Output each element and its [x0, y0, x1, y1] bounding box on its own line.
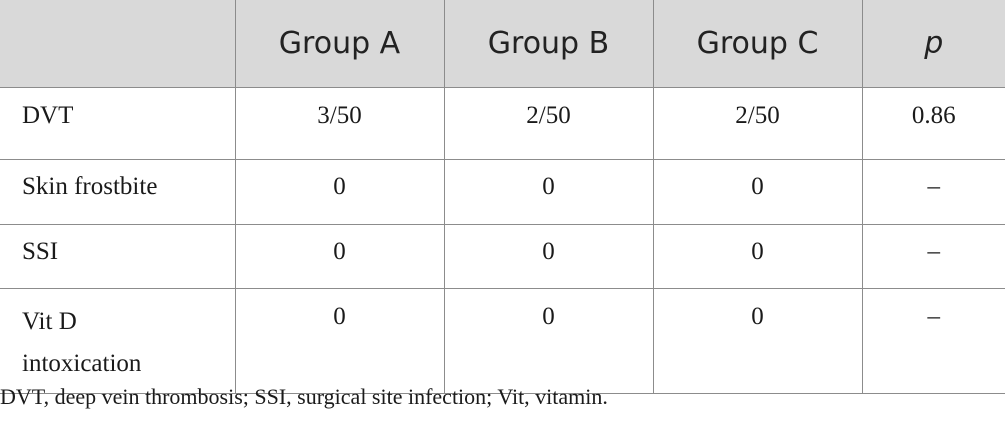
row-label-line-2: intoxication [22, 349, 142, 377]
cell-group-a: 0 [234, 223, 444, 288]
cell-group-a: 3/50 [234, 86, 444, 159]
cell-group-c: 0 [652, 158, 862, 224]
cell-group-c: 2/50 [652, 86, 862, 159]
cell-group-c: 0 [652, 223, 862, 288]
table-row: Vit D intoxication 0 0 0 – [0, 287, 1005, 394]
results-table-container: Group A Group B Group C p DVT 3/50 2/50 … [0, 0, 1005, 394]
table-footnote: DVT, deep vein thrombosis; SSI, surgical… [0, 384, 608, 409]
row-label: Skin frostbite [0, 158, 235, 224]
cell-group-c: 0 [652, 287, 862, 394]
header-group-c: Group C [652, 0, 862, 87]
cell-p-value: – [861, 158, 1005, 224]
cell-p-value: 0.86 [861, 86, 1005, 159]
header-group-b: Group B [443, 0, 653, 87]
row-label-line-1: Vit D [22, 307, 77, 335]
cell-group-a: 0 [234, 287, 444, 394]
row-label: Vit D intoxication [0, 287, 235, 394]
cell-group-b: 0 [443, 287, 653, 394]
cell-group-b: 0 [443, 158, 653, 224]
table-row: DVT 3/50 2/50 2/50 0.86 [0, 86, 1005, 159]
header-empty-cell [0, 0, 235, 87]
cell-group-a: 0 [234, 158, 444, 224]
row-label: SSI [0, 223, 235, 288]
header-p-value: p [861, 0, 1005, 87]
header-group-a: Group A [234, 0, 444, 87]
cell-p-value: – [861, 223, 1005, 288]
table-row: Skin frostbite 0 0 0 – [0, 158, 1005, 224]
cell-group-b: 0 [443, 223, 653, 288]
row-label: DVT [0, 86, 235, 159]
cell-group-b: 2/50 [443, 86, 653, 159]
table-row: SSI 0 0 0 – [0, 223, 1005, 288]
cell-p-value: – [861, 287, 1005, 394]
results-table: Group A Group B Group C p DVT 3/50 2/50 … [0, 0, 1005, 394]
header-row: Group A Group B Group C p [0, 0, 1005, 87]
